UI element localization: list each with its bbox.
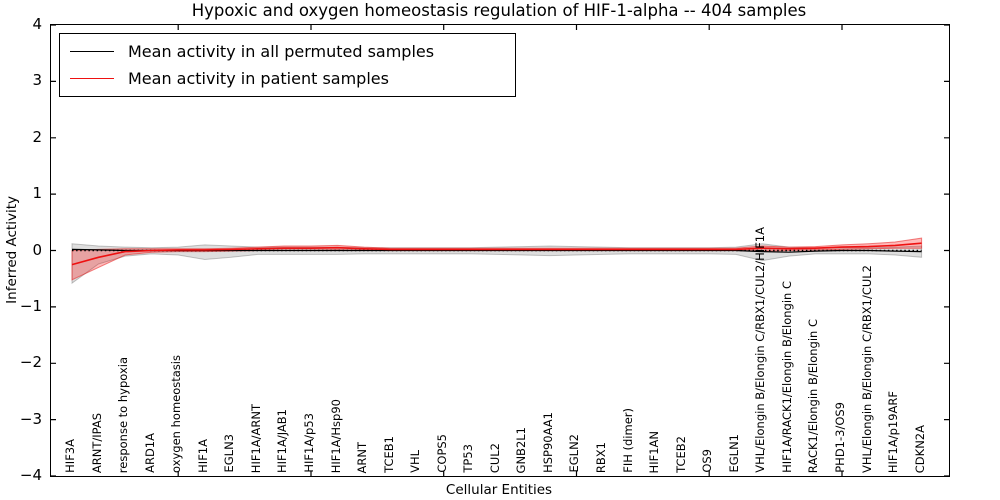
x-category-label: EGLN3: [222, 434, 237, 473]
x-category-label: ARNT/IPAS: [89, 412, 104, 473]
x-category-label: HSP90AA1: [540, 412, 555, 473]
patient-line-swatch: [70, 78, 114, 79]
x-category-label: OS9: [700, 449, 715, 473]
x-category-label: HIF1A/RACK1/Elongin B/Elongin C: [779, 281, 794, 473]
legend-label-patient: Mean activity in patient samples: [128, 68, 389, 88]
x-category-label: TP53: [461, 444, 476, 473]
legend-entry-permuted: Mean activity in all permuted samples: [70, 42, 515, 62]
x-category-label: HIF1A/Hsp90: [328, 398, 343, 473]
patient-mean-line: [71, 242, 922, 266]
x-category-label: HIF1A: [195, 439, 210, 473]
x-category-label: RACK1/Elongin B/Elongin C: [806, 318, 821, 473]
x-category-label: TCEB1: [381, 436, 396, 473]
y-tick-label: 0: [32, 240, 42, 259]
x-axis-label: Cellular Entities: [445, 482, 553, 498]
x-category-label: HIF1A/p53: [301, 413, 316, 473]
y-tick-label: 2: [32, 127, 42, 146]
x-category-label: response to hypoxia: [116, 356, 131, 473]
x-category-label: HIF3A: [63, 439, 77, 473]
x-category-label: PHD1-3/OS9: [832, 402, 847, 473]
y-tick-label: −1: [19, 296, 42, 315]
plot-canvas: [51, 25, 949, 476]
legend: Mean activity in all permuted samples Me…: [59, 33, 516, 97]
x-category-label: RBX1: [594, 441, 608, 473]
plot-area: [50, 24, 950, 477]
x-category-label: FIH (dimer): [620, 408, 635, 473]
x-category-label: HIF1A/ARNT: [248, 403, 263, 473]
x-category-label: EGLN2: [567, 434, 582, 473]
x-category-label: COPS5: [434, 434, 449, 473]
y-tick-label: 3: [32, 71, 42, 90]
x-category-label: VHL/Elongin B/Elongin C/RBX1/CUL2: [859, 264, 874, 473]
x-category-label: GNB2L1: [514, 426, 529, 473]
x-category-label: VHL/Elongin B/Elongin C/RBX1/CUL2/HIF1A: [753, 227, 768, 473]
x-category-label: EGLN1: [726, 434, 741, 473]
x-category-label: CDKN2A: [912, 424, 927, 473]
permuted-confidence-band: [71, 243, 923, 285]
chart-title: Hypoxic and oxygen homeostasis regulatio…: [191, 1, 807, 20]
x-category-label: TCEB2: [673, 436, 688, 473]
x-category-label: CUL2: [487, 442, 502, 473]
legend-label-permuted: Mean activity in all permuted samples: [128, 41, 435, 61]
y-tick-label: −2: [19, 353, 42, 372]
y-tick-label: 1: [32, 184, 42, 203]
axis-tick-marks: [51, 25, 949, 476]
x-category-label: HIF1A/p19ARF: [886, 390, 901, 473]
x-category-label: ARNT: [355, 441, 370, 474]
x-category-label: HIF1A/JAB1: [275, 409, 290, 473]
x-category-label: ARD1A: [142, 433, 157, 473]
y-tick-label: −4: [19, 466, 42, 484]
y-tick-label: −3: [19, 409, 42, 428]
y-tick-label: 4: [32, 15, 42, 33]
x-category-label: HIF1AN: [647, 430, 662, 473]
permuted-line-swatch: [70, 51, 114, 52]
legend-entry-patient: Mean activity in patient samples: [70, 69, 515, 89]
x-category-label: oxygen homeostasis: [169, 355, 184, 473]
x-category-label: VHL: [408, 450, 423, 473]
